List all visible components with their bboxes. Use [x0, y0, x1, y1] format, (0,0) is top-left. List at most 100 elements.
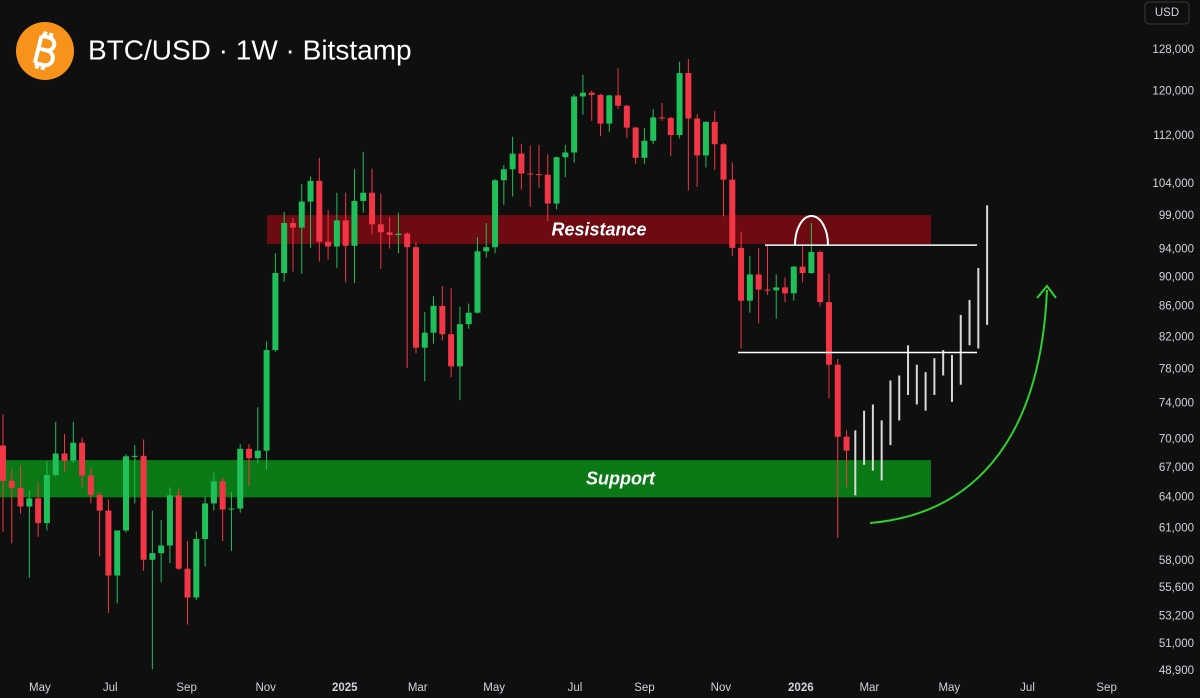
arrow-head — [1036, 284, 1057, 299]
y-tick-label: 51,000 — [1159, 638, 1194, 650]
candle-body — [799, 266, 806, 274]
candle-body — [272, 273, 279, 351]
currency-label: USD — [1155, 7, 1179, 19]
candle-body — [746, 274, 753, 301]
candle-body — [623, 105, 630, 128]
candle-body — [790, 266, 797, 294]
candle-body — [395, 233, 402, 235]
candle-body — [755, 274, 762, 290]
candle-body — [404, 233, 411, 248]
candle-body — [808, 251, 815, 274]
x-tick-label: Jul — [1020, 682, 1035, 694]
candle-body — [219, 481, 226, 510]
x-tick-label: Mar — [859, 682, 879, 694]
chart-title: BTC/USD · 1W · Bitstamp — [88, 34, 412, 65]
candle-body — [35, 498, 42, 524]
candle-body — [817, 251, 824, 303]
candle-body — [544, 174, 551, 204]
candle-body — [52, 453, 59, 476]
candle-body — [26, 498, 33, 507]
candle-body — [615, 95, 622, 106]
zone-label: Resistance — [551, 219, 646, 239]
candle-body — [597, 94, 604, 124]
candle-body — [579, 92, 586, 97]
currency-box — [1144, 1, 1190, 25]
candle-body — [500, 169, 507, 181]
candle-body — [632, 127, 639, 158]
candle-body — [667, 117, 674, 135]
candle-body — [509, 153, 516, 170]
x-tick-label: Nov — [255, 682, 276, 694]
candle-body — [123, 456, 130, 531]
candle-body — [369, 192, 376, 225]
candle-body — [175, 495, 182, 569]
candle-body — [228, 508, 235, 510]
y-tick-label: 90,000 — [1159, 271, 1194, 283]
candle-body — [553, 157, 560, 204]
candle-body — [421, 332, 428, 348]
candle-body — [131, 455, 138, 457]
candle-body — [8, 480, 15, 488]
candle-body — [702, 121, 709, 156]
candle-body — [17, 487, 24, 507]
candle-body — [351, 200, 358, 246]
x-tick-label: May — [29, 682, 51, 694]
candle-body — [43, 475, 50, 524]
candle-body — [333, 220, 340, 247]
candle-body — [289, 222, 296, 228]
x-tick-label: Sep — [176, 682, 196, 694]
candle-body — [79, 442, 86, 476]
candle-body — [377, 224, 384, 233]
drawings — [794, 215, 1057, 524]
y-tick-label: 55,600 — [1159, 582, 1194, 594]
y-tick-label: 67,000 — [1159, 462, 1194, 474]
candle-body — [658, 117, 665, 119]
candle-body — [237, 448, 244, 509]
candle-body — [430, 305, 437, 333]
candle-body — [386, 232, 393, 235]
candle-body — [342, 220, 349, 246]
x-tick-label: Sep — [1096, 682, 1116, 694]
candle-body — [685, 73, 692, 119]
candle-body — [149, 553, 156, 560]
candle-body — [298, 201, 305, 228]
candle-body — [843, 436, 850, 451]
candle-body — [316, 180, 323, 242]
candle-body — [483, 247, 490, 252]
candle-body — [105, 510, 112, 576]
x-tick-label: 2026 — [788, 682, 814, 694]
y-tick-label: 48,900 — [1159, 665, 1194, 677]
candle-body — [166, 495, 173, 546]
candle-body — [158, 545, 165, 554]
candle-body — [184, 568, 191, 598]
candle-body — [729, 179, 736, 248]
candle-body — [412, 247, 419, 348]
candle-body — [246, 448, 253, 459]
candle-body — [782, 287, 789, 294]
candles — [0, 59, 989, 670]
candle-body — [202, 503, 209, 540]
candle-body — [448, 334, 455, 367]
candle-body — [676, 73, 683, 135]
candle-body — [834, 364, 841, 437]
y-tick-label: 64,000 — [1159, 491, 1194, 503]
x-tick-label: 2025 — [332, 682, 358, 694]
candle-body — [360, 192, 367, 201]
x-tick-label: Mar — [408, 682, 428, 694]
y-tick-label: 86,000 — [1159, 301, 1194, 313]
x-tick-label: Jul — [103, 682, 118, 694]
axes: 128,000 120,000 112,000 104,000 99,000 94,000… — [29, 44, 1194, 694]
x-tick-label: Jul — [568, 682, 583, 694]
candle-body — [562, 152, 569, 158]
y-tick-label: 104,000 — [1152, 178, 1194, 190]
candle-body — [492, 180, 499, 248]
y-tick-label: 78,000 — [1159, 364, 1194, 376]
candle-body — [773, 287, 780, 291]
y-tick-label: 112,000 — [1153, 130, 1194, 142]
x-tick-label: May — [938, 682, 960, 694]
y-tick-label: 94,000 — [1159, 243, 1194, 255]
candle-body — [307, 180, 314, 202]
arch — [794, 215, 829, 246]
candle-body — [114, 530, 121, 576]
